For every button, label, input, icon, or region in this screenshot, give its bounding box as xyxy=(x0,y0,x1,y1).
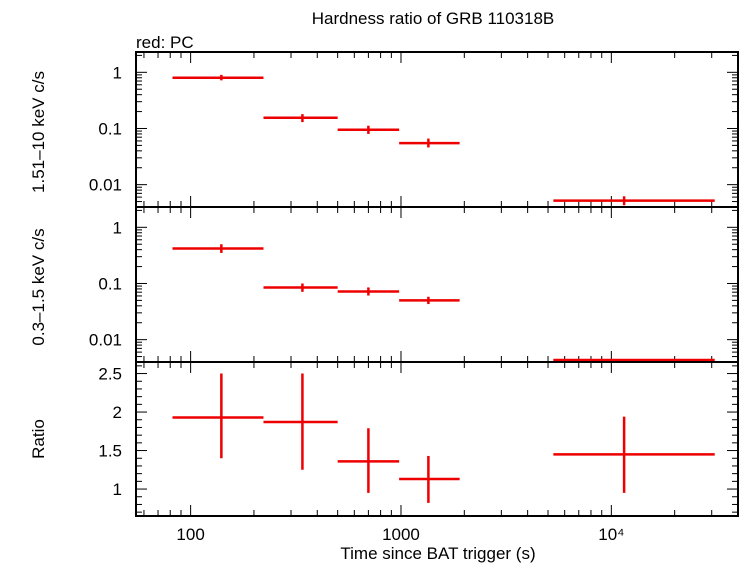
chart-subtitle: red: PC xyxy=(136,33,194,52)
data-point xyxy=(172,74,264,81)
y-tick-label: 1 xyxy=(113,218,122,237)
y-tick-label: 0.01 xyxy=(89,176,122,195)
panel-soft: 1 0.1 0.01 0.3–1.5 keV c/s xyxy=(29,206,739,363)
data-point xyxy=(399,138,460,148)
panel-frame-ratio xyxy=(135,361,739,517)
x-tick-label: 10⁴ xyxy=(598,525,624,544)
data-point xyxy=(337,287,400,296)
y-tick-label: 1 xyxy=(113,63,122,82)
x-axis-label: Time since BAT trigger (s) xyxy=(340,544,535,563)
panel-frame-hard xyxy=(135,51,739,208)
y-axis-label-hard: 1.51–10 keV c/s xyxy=(29,71,48,193)
panel-hard: 1 0.1 0.01 1.51–10 keV c/s xyxy=(29,51,739,208)
data-point xyxy=(553,416,715,493)
data-point xyxy=(553,196,715,206)
y-tick-label: 0.1 xyxy=(98,119,122,138)
data-point xyxy=(399,296,460,305)
y-tick-label: 2 xyxy=(113,403,122,422)
y-tick-label: 0.01 xyxy=(89,331,122,350)
y-ticks-soft xyxy=(136,209,738,363)
y-ticks-ratio xyxy=(136,365,738,513)
y-tick-label: 0.1 xyxy=(98,274,122,293)
y-axis-label-ratio: Ratio xyxy=(29,419,48,459)
y-tick-label: 1.5 xyxy=(98,442,122,461)
x-ticks-ratio xyxy=(143,362,739,516)
x-tick-label: 100 xyxy=(176,525,204,544)
data-point xyxy=(263,114,338,123)
data-point xyxy=(172,244,264,253)
data-point xyxy=(263,373,338,470)
data-point xyxy=(263,283,338,292)
chart-title: Hardness ratio of GRB 110318B xyxy=(312,9,555,28)
data-point xyxy=(399,455,460,503)
y-tick-label: 1 xyxy=(113,480,122,499)
y-tick-label: 2.5 xyxy=(98,365,122,384)
data-point xyxy=(337,125,400,134)
y-axis-label-soft: 0.3–1.5 keV c/s xyxy=(29,228,48,345)
x-tick-label: 1000 xyxy=(382,525,420,544)
data-point xyxy=(553,358,715,362)
x-ticks-soft xyxy=(143,207,739,362)
panel-ratio: 1 1.5 2 2.5 Ratio xyxy=(29,361,739,517)
data-point xyxy=(337,428,400,493)
data-point xyxy=(172,373,264,459)
panel-frame-soft xyxy=(135,206,739,363)
x-ticks-hard xyxy=(143,52,739,207)
